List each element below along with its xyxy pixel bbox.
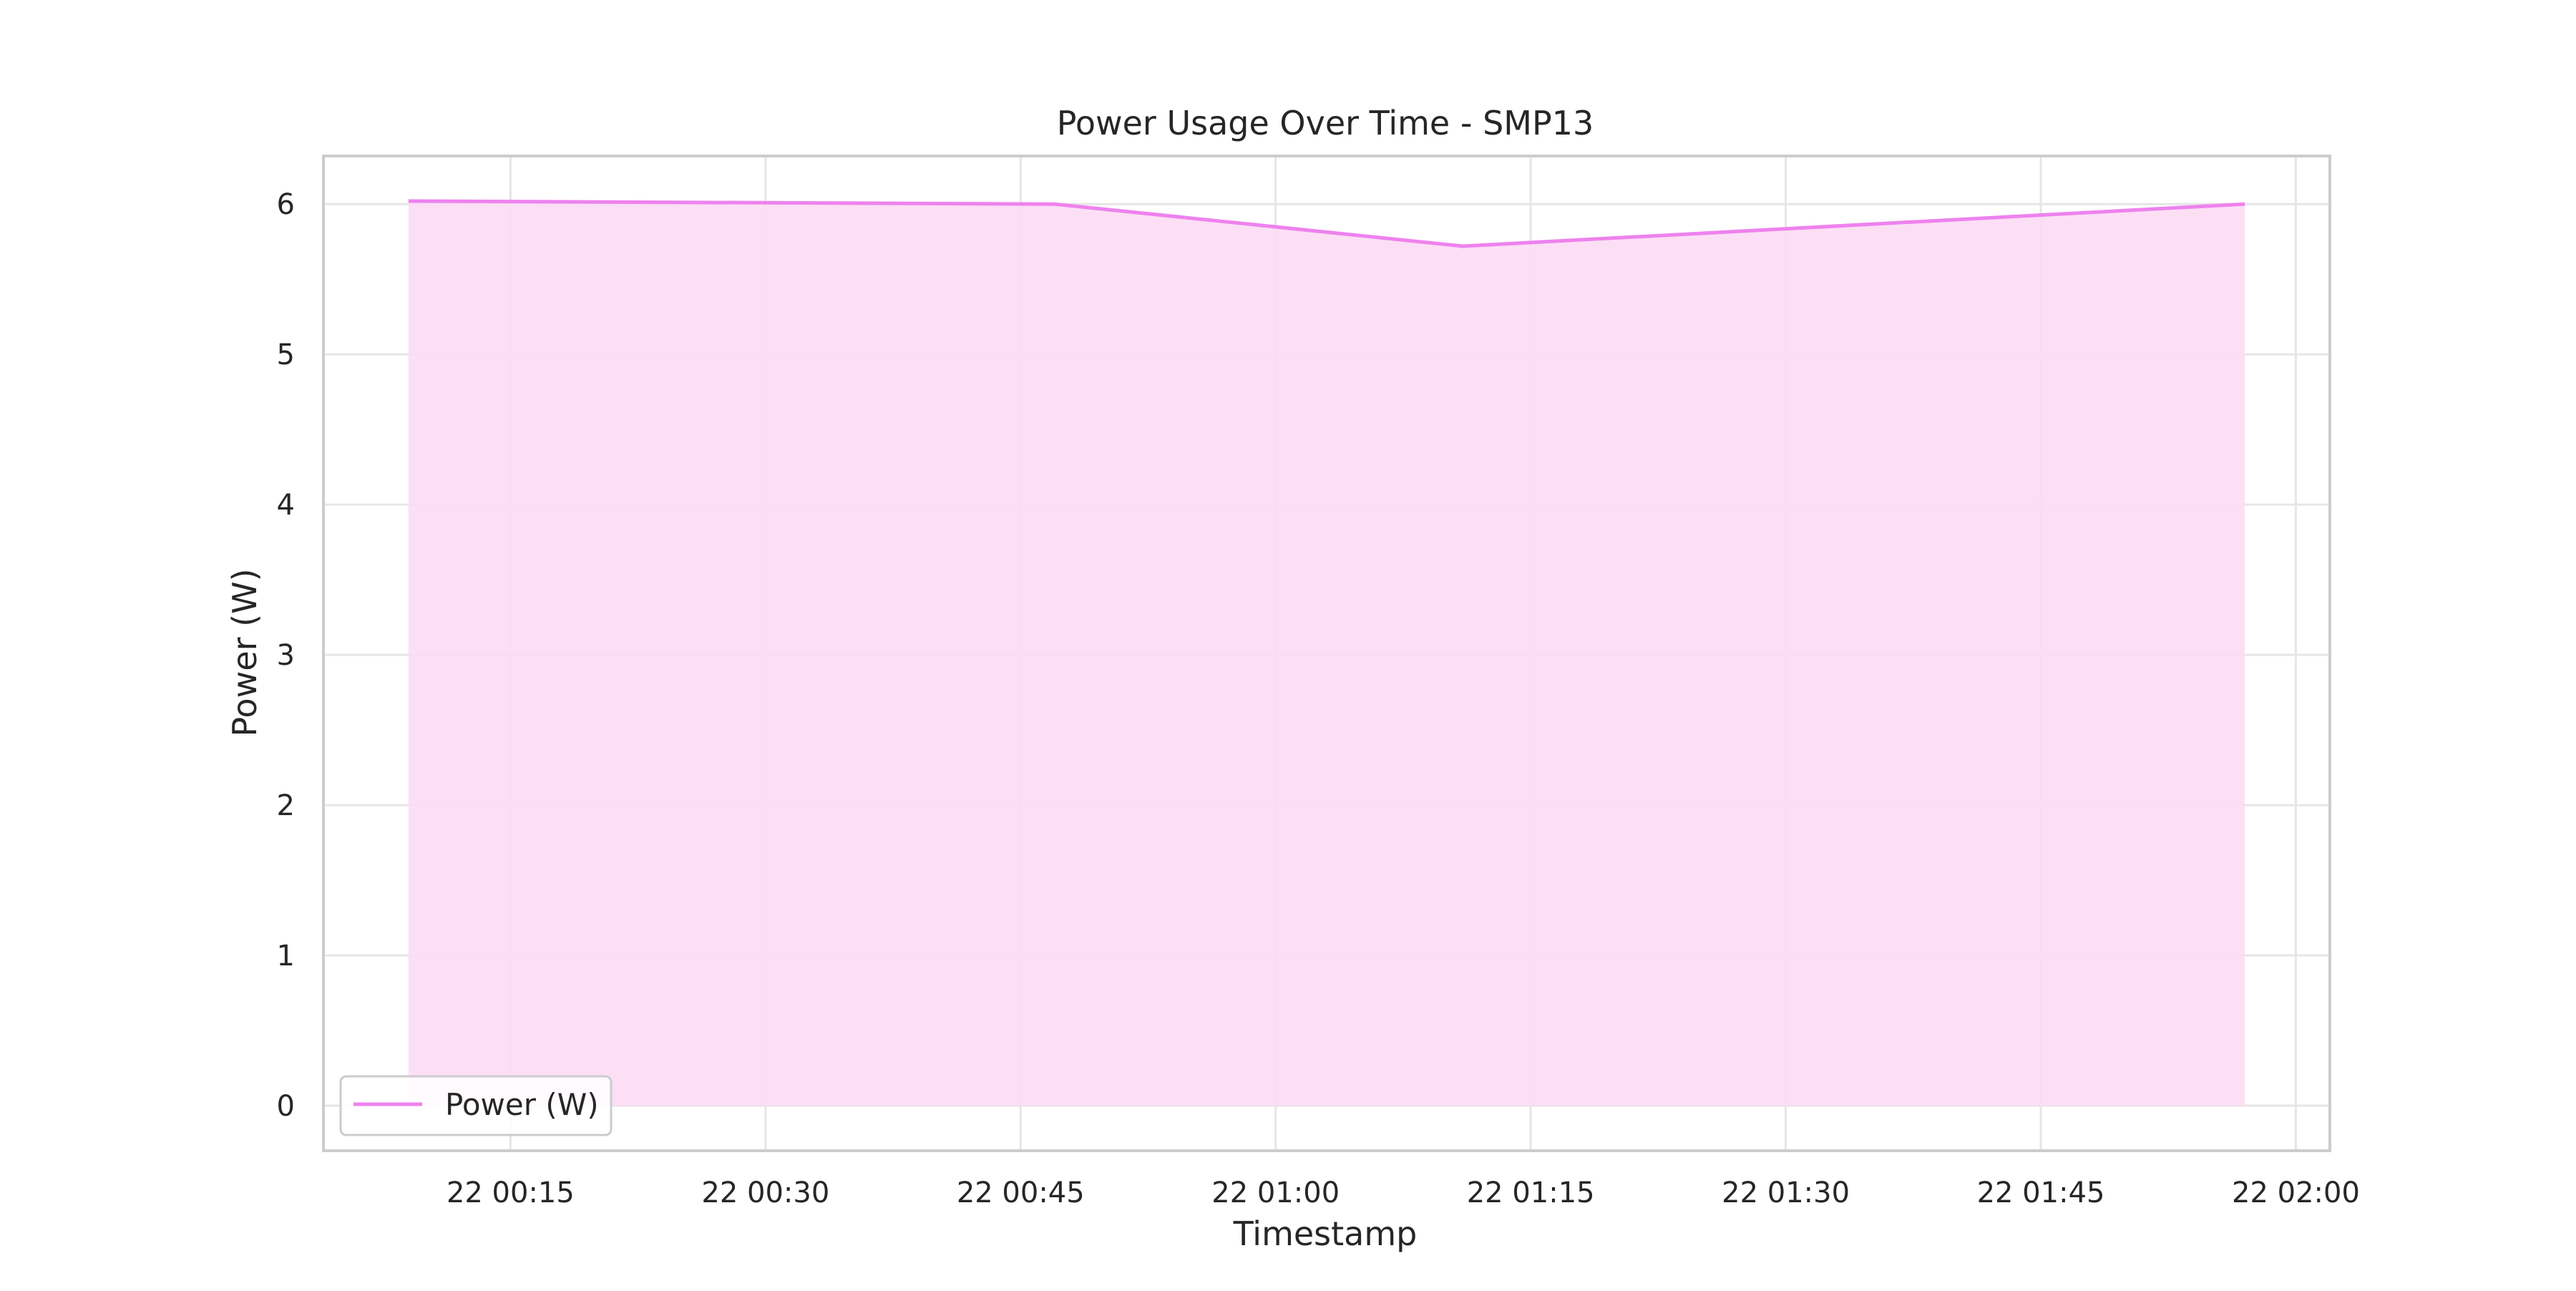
y-tick-label: 3 [277, 639, 295, 672]
x-tick-label: 22 01:00 [1211, 1176, 1340, 1209]
y-tick-label: 4 [277, 489, 295, 522]
area-layer [409, 201, 2245, 1106]
area-fill [409, 201, 2245, 1106]
chart-title: Power Usage Over Time - SMP13 [1057, 104, 1594, 142]
x-tick-label: 22 01:15 [1467, 1176, 1595, 1209]
y-axis-label: Power (W) [225, 568, 264, 736]
x-tick-label: 22 00:15 [447, 1176, 575, 1209]
y-tick-label: 0 [277, 1090, 295, 1123]
y-tick-label: 1 [277, 940, 295, 973]
y-tick-label: 2 [277, 789, 295, 822]
x-tick-label: 22 02:00 [2232, 1176, 2360, 1209]
x-tick-label: 22 01:45 [1977, 1176, 2105, 1209]
x-tick-label: 22 01:30 [1722, 1176, 1850, 1209]
x-tick-label: 22 00:45 [957, 1176, 1085, 1209]
x-tick-label: 22 00:30 [701, 1176, 829, 1209]
legend-label: Power (W) [445, 1087, 599, 1122]
x-axis-label: Timestamp [1233, 1214, 1418, 1253]
y-tick-label: 6 [277, 188, 295, 221]
legend: Power (W) [341, 1076, 611, 1135]
y-tick-label: 5 [277, 338, 295, 371]
